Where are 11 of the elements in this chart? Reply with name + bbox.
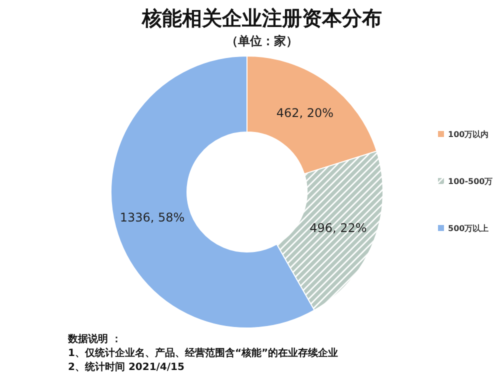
chart-subtitle: （单位：家） bbox=[226, 34, 298, 48]
legend-label: 500万以上 bbox=[448, 224, 489, 233]
chart-title: 核能相关企业注册资本分布 bbox=[141, 6, 382, 30]
legend-label: 100-500万 bbox=[448, 177, 493, 186]
legend-label: 100万以内 bbox=[448, 130, 489, 139]
data-label: 462, 20% bbox=[276, 106, 334, 120]
text: 2、统计时间 2021/4/15 bbox=[68, 361, 184, 373]
text: 1、仅统计企业名、产品、经营范围含“核能”的在业存续企业 bbox=[68, 347, 338, 359]
data-label: 496, 22% bbox=[310, 220, 367, 235]
text: 数据说明 ： bbox=[67, 333, 122, 345]
data-label: 1336, 58% bbox=[120, 210, 185, 224]
